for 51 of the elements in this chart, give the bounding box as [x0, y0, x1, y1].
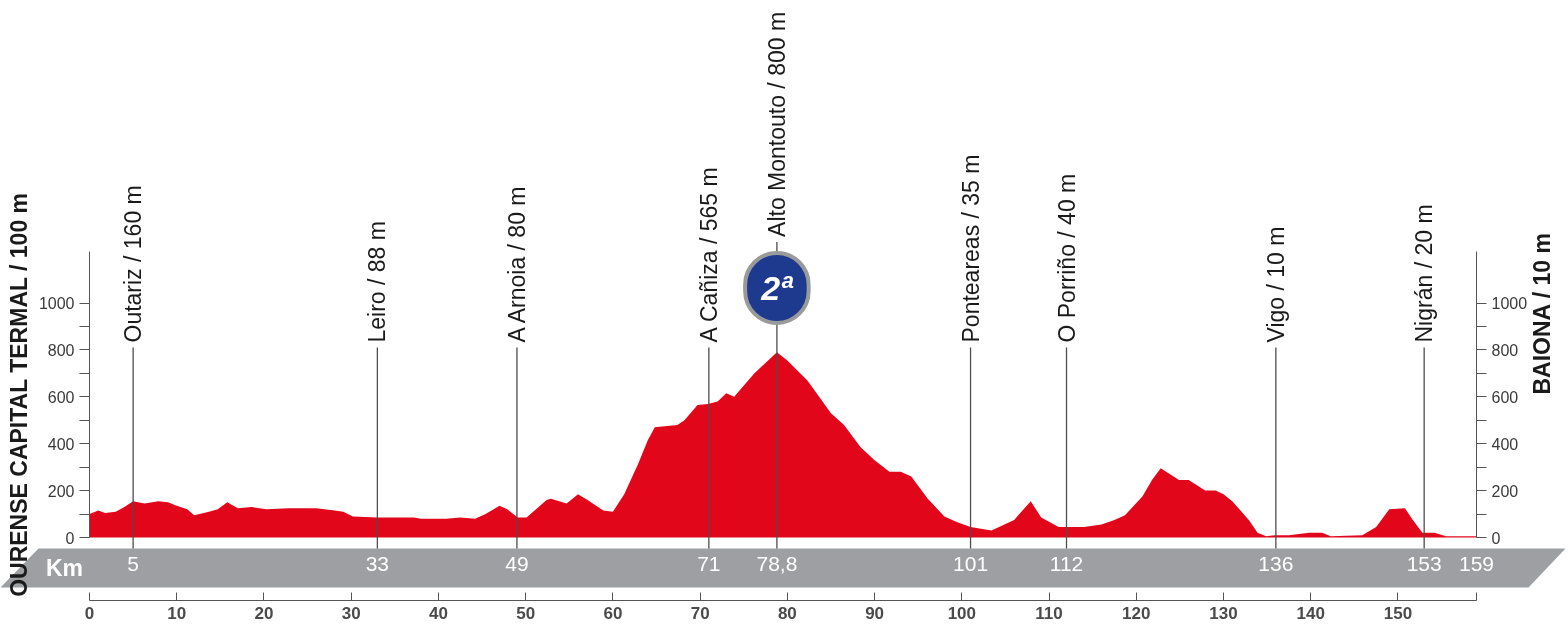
- x-tick-label: 20: [254, 603, 274, 623]
- y2-axis-title: BAIONA / 10 m: [1529, 233, 1556, 395]
- x2-tick-label: 136: [1258, 551, 1294, 575]
- ref-line-label: Alto Montouto / 800 m: [763, 11, 790, 237]
- ref-line-label: Leiro / 88 m: [364, 221, 391, 343]
- annotation: 2ª: [760, 268, 795, 307]
- y-tick-label: 1000: [38, 295, 75, 313]
- y2-tick-label: 400: [1491, 435, 1519, 453]
- x-tick-label: 110: [1035, 603, 1063, 623]
- ref-line-label: A Cañiza / 565 m: [695, 167, 722, 343]
- x-tick-label: 140: [1296, 603, 1325, 623]
- ref-line-label: O Porriño / 40 m: [1053, 173, 1080, 343]
- x-tick-label: 100: [947, 603, 977, 623]
- ref-line-label: Ponteareas / 35 m: [957, 154, 984, 343]
- x2-tick-label: 71: [697, 551, 721, 575]
- y2-tick-label: 600: [1491, 388, 1519, 406]
- x-tick-label: 130: [1209, 603, 1238, 623]
- ref-line-label: Nigrán / 20 m: [1411, 204, 1438, 343]
- ref-line-label: A Arnoia / 80 m: [503, 186, 530, 343]
- x2-tick-label: 159: [1458, 551, 1495, 575]
- x-tick-label: 40: [428, 603, 448, 623]
- y2-tick-label: 200: [1491, 482, 1519, 500]
- x-tick-label: 50: [516, 603, 536, 623]
- x-tick-label: 120: [1122, 603, 1151, 623]
- x2-tick-label: 5: [127, 551, 139, 575]
- x-tick-label: 150: [1383, 603, 1413, 623]
- y2-tick-label: 800: [1491, 341, 1519, 359]
- x2-tick-label: 78,8: [756, 551, 798, 575]
- y-tick-label: 400: [47, 435, 75, 453]
- x2-axis-title: Km: [45, 555, 84, 581]
- y-tick-label: 0: [65, 529, 75, 547]
- x2-tick-label: 33: [365, 551, 390, 575]
- x-tick-label: 0: [84, 603, 95, 623]
- y2-tick-label: 1000: [1491, 295, 1528, 313]
- y-tick-label: 200: [47, 482, 75, 500]
- x2-tick-label: 101: [953, 551, 989, 575]
- x-tick-label: 60: [603, 603, 623, 623]
- y-axis-title: OURENSE CAPITAL TERMAL / 100 m: [5, 192, 32, 597]
- x2-tick-label: 112: [1049, 551, 1084, 575]
- x-tick-label: 10: [167, 603, 187, 623]
- ref-line-label: Vigo / 10 m: [1262, 226, 1289, 343]
- ref-line-label: Outariz / 160 m: [120, 185, 147, 343]
- y-tick-label: 600: [47, 388, 75, 406]
- x-tick-label: 70: [690, 603, 710, 623]
- x-tick-label: 80: [777, 603, 797, 623]
- y2-tick-label: 0: [1491, 529, 1501, 547]
- y-tick-label: 800: [47, 341, 75, 359]
- x-tick-label: 90: [865, 603, 885, 623]
- x-tick-label: 30: [341, 603, 361, 623]
- x2-tick-label: 49: [505, 551, 529, 575]
- x2-tick-label: 153: [1406, 551, 1442, 575]
